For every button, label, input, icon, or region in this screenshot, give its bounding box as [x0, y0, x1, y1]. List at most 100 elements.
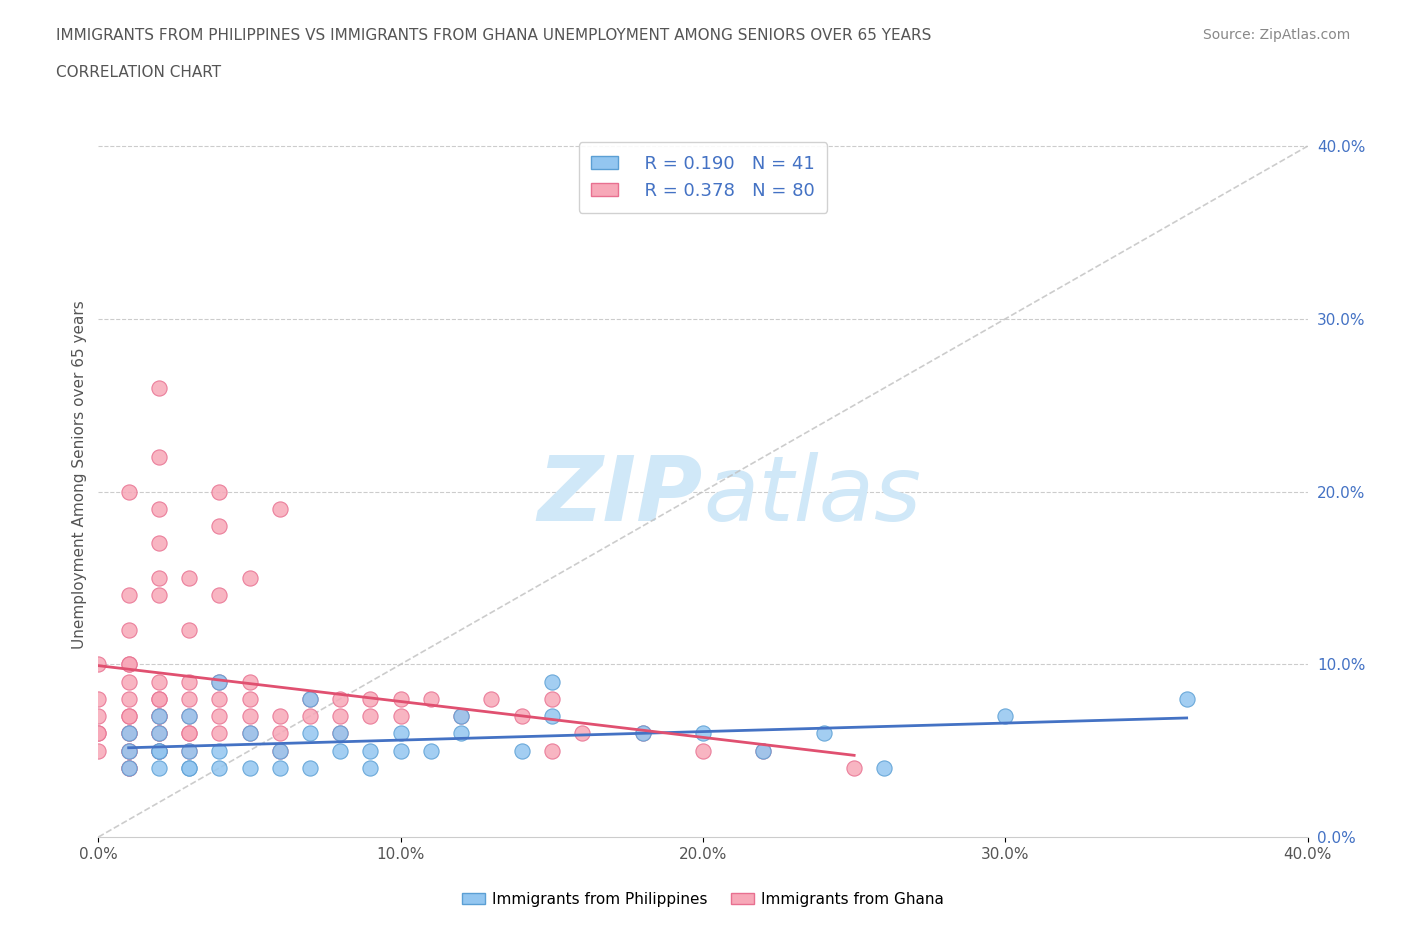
Point — [118, 622, 141, 637]
Point — [208, 726, 231, 741]
Point — [329, 743, 352, 758]
Point — [148, 709, 170, 724]
Point — [148, 726, 170, 741]
Point — [329, 691, 352, 706]
Point — [179, 709, 201, 724]
Point — [481, 691, 503, 706]
Point — [148, 743, 170, 758]
Point — [208, 709, 231, 724]
Point — [148, 743, 170, 758]
Point — [329, 726, 352, 741]
Point — [299, 709, 322, 724]
Point — [118, 726, 141, 741]
Point — [179, 743, 201, 758]
Point — [239, 726, 262, 741]
Point — [873, 761, 896, 776]
Point — [540, 674, 562, 689]
Point — [360, 691, 382, 706]
Point — [540, 743, 562, 758]
Point — [420, 691, 443, 706]
Point — [179, 743, 201, 758]
Point — [118, 761, 141, 776]
Point — [148, 726, 170, 741]
Point — [1175, 691, 1198, 706]
Point — [118, 588, 141, 603]
Point — [208, 485, 231, 499]
Point — [179, 726, 201, 741]
Point — [179, 709, 201, 724]
Point — [87, 709, 110, 724]
Point — [118, 691, 141, 706]
Point — [420, 743, 443, 758]
Point — [239, 761, 262, 776]
Point — [118, 674, 141, 689]
Point — [239, 691, 262, 706]
Point — [87, 691, 110, 706]
Point — [118, 485, 141, 499]
Point — [208, 674, 231, 689]
Text: IMMIGRANTS FROM PHILIPPINES VS IMMIGRANTS FROM GHANA UNEMPLOYMENT AMONG SENIORS : IMMIGRANTS FROM PHILIPPINES VS IMMIGRANT… — [56, 28, 932, 43]
Point — [118, 726, 141, 741]
Point — [148, 691, 170, 706]
Point — [148, 449, 170, 464]
Point — [148, 743, 170, 758]
Point — [299, 761, 322, 776]
Point — [208, 519, 231, 534]
Point — [450, 726, 472, 741]
Point — [179, 726, 201, 741]
Point — [148, 743, 170, 758]
Point — [299, 691, 322, 706]
Point — [631, 726, 654, 741]
Point — [179, 674, 201, 689]
Point — [148, 501, 170, 516]
Point — [118, 657, 141, 671]
Point — [510, 709, 533, 724]
Point — [118, 726, 141, 741]
Point — [540, 709, 562, 724]
Point — [360, 743, 382, 758]
Point — [148, 536, 170, 551]
Point — [510, 743, 533, 758]
Point — [540, 691, 562, 706]
Point — [571, 726, 593, 741]
Point — [148, 691, 170, 706]
Point — [239, 570, 262, 585]
Point — [752, 743, 775, 758]
Point — [360, 761, 382, 776]
Point — [813, 726, 835, 741]
Point — [360, 709, 382, 724]
Point — [118, 743, 141, 758]
Point — [148, 761, 170, 776]
Point — [118, 743, 141, 758]
Point — [752, 743, 775, 758]
Point — [269, 743, 291, 758]
Point — [148, 674, 170, 689]
Point — [631, 726, 654, 741]
Point — [299, 726, 322, 741]
Point — [179, 761, 201, 776]
Point — [148, 726, 170, 741]
Point — [208, 674, 231, 689]
Point — [208, 761, 231, 776]
Point — [389, 709, 412, 724]
Point — [329, 709, 352, 724]
Text: atlas: atlas — [703, 452, 921, 540]
Point — [239, 726, 262, 741]
Point — [389, 691, 412, 706]
Point — [269, 501, 291, 516]
Point — [118, 761, 141, 776]
Text: CORRELATION CHART: CORRELATION CHART — [56, 65, 221, 80]
Point — [389, 726, 412, 741]
Point — [844, 761, 866, 776]
Point — [208, 691, 231, 706]
Y-axis label: Unemployment Among Seniors over 65 years: Unemployment Among Seniors over 65 years — [72, 300, 87, 649]
Point — [118, 743, 141, 758]
Point — [692, 743, 714, 758]
Point — [269, 761, 291, 776]
Point — [239, 709, 262, 724]
Text: Source: ZipAtlas.com: Source: ZipAtlas.com — [1202, 28, 1350, 42]
Point — [179, 691, 201, 706]
Point — [118, 709, 141, 724]
Point — [179, 622, 201, 637]
Point — [450, 709, 472, 724]
